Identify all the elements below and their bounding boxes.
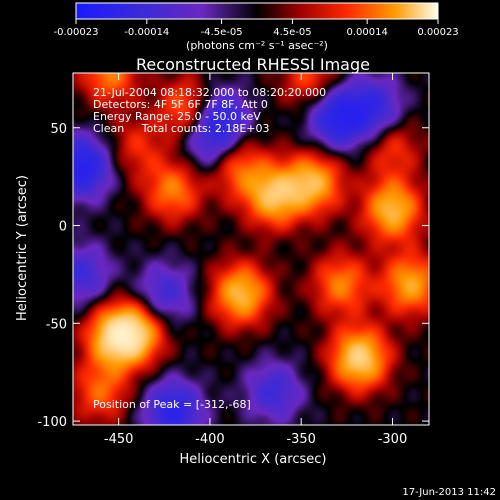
- x-tick-label: -400: [195, 432, 225, 447]
- y-tick-label: -50: [46, 317, 67, 332]
- timestamp: 17-Jun-2013 11:42: [402, 487, 496, 498]
- colorbar-tick-label: 0.00023: [417, 27, 458, 38]
- colorbar-tick-label: 0.00014: [346, 27, 387, 38]
- annotation-clean-counts: Clean Total counts: 2.18E+03: [93, 122, 270, 135]
- chart-title: Reconstructed RHESSI Image: [136, 55, 370, 74]
- axis-ticks: -450 -400 -350 -300 -100 -50 0 50: [37, 73, 429, 447]
- heatmap-image: [73, 73, 429, 425]
- y-tick-label: 50: [50, 122, 67, 137]
- annotation-detectors: Detectors: 4F 5F 6F 7F 8F, Att 0: [93, 98, 268, 111]
- x-tick-label: -450: [104, 432, 134, 447]
- x-tick-label: -300: [378, 432, 408, 447]
- y-axis-label: Heliocentric Y (arcsec): [15, 175, 30, 321]
- colorbar-tick-label: -4.5e-05: [201, 27, 243, 38]
- annotation-time-range: 21-Jul-2004 08:18:32.000 to 08:20:20.000: [93, 86, 326, 99]
- y-tick-label: -100: [37, 415, 67, 430]
- colorbar-tick-label: -0.00014: [124, 27, 169, 38]
- plot-frame: [72, 72, 430, 426]
- colorbar-ticks: -0.00023 -0.00014 -4.5e-05 4.5e-05 0.00014 0.…: [54, 19, 459, 38]
- annotation-peak-position: Position of Peak = [-312,-68]: [93, 398, 251, 411]
- colorbar-tick-label: 4.5e-05: [273, 27, 311, 38]
- x-axis-label: Heliocentric X (arcsec): [180, 452, 327, 467]
- x-tick-label: -350: [286, 432, 316, 447]
- colorbar: [75, 2, 439, 20]
- colorbar-unit-label: (photons cm⁻² s⁻¹ asec⁻²): [186, 39, 328, 52]
- y-tick-label: 0: [59, 220, 67, 235]
- annotation-energy-range: Energy Range: 25.0 - 50.0 keV: [93, 110, 261, 123]
- colorbar-tick-label: -0.00023: [54, 27, 99, 38]
